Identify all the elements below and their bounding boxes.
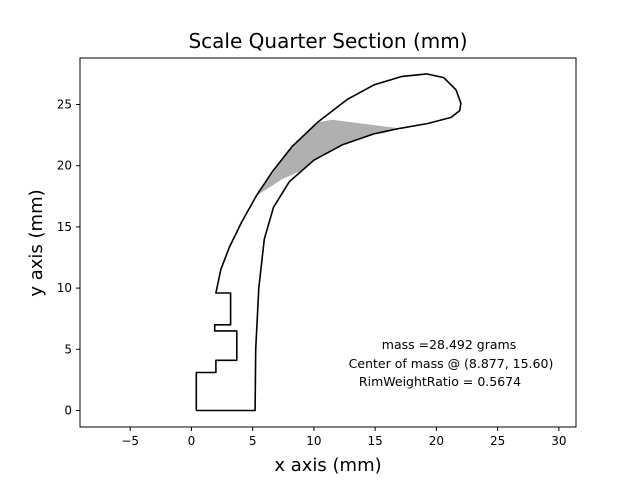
annotation-center-of-mass: Center of mass @ (8.877, 15.60) <box>349 356 554 371</box>
annotation-rim-weight-ratio: RimWeightRatio = 0.5674 <box>359 374 521 389</box>
axes-frame <box>79 57 577 428</box>
section-outline-line <box>195 73 462 412</box>
y-axis-label: y axis (mm) <box>26 189 47 296</box>
x-tick-label: 0 <box>188 434 196 448</box>
chart-title: Scale Quarter Section (mm) <box>188 29 467 53</box>
y-tick-label: 20 <box>57 159 72 173</box>
y-tick-label: 15 <box>57 220 72 234</box>
x-tick-label: 30 <box>551 434 566 448</box>
y-tick-label: 0 <box>64 403 72 417</box>
ticks-layer: −5 0 5 10 15 20 25 30 0 5 10 15 20 25 <box>57 98 567 448</box>
annotation-mass: mass =28.492 grams <box>382 337 516 352</box>
x-axis-label: x axis (mm) <box>274 455 381 476</box>
x-tick-label: 10 <box>306 434 321 448</box>
y-tick-label: 25 <box>57 98 72 112</box>
y-tick-label: 10 <box>57 281 72 295</box>
shaded-rim-region <box>256 119 400 196</box>
x-tick-label: 5 <box>249 434 257 448</box>
x-tick-label: 15 <box>368 434 383 448</box>
x-tick-label: 25 <box>490 434 505 448</box>
plot-layer <box>195 73 462 412</box>
x-tick-label: 20 <box>429 434 444 448</box>
x-tick-label: −5 <box>121 434 139 448</box>
y-tick-label: 5 <box>64 342 72 356</box>
